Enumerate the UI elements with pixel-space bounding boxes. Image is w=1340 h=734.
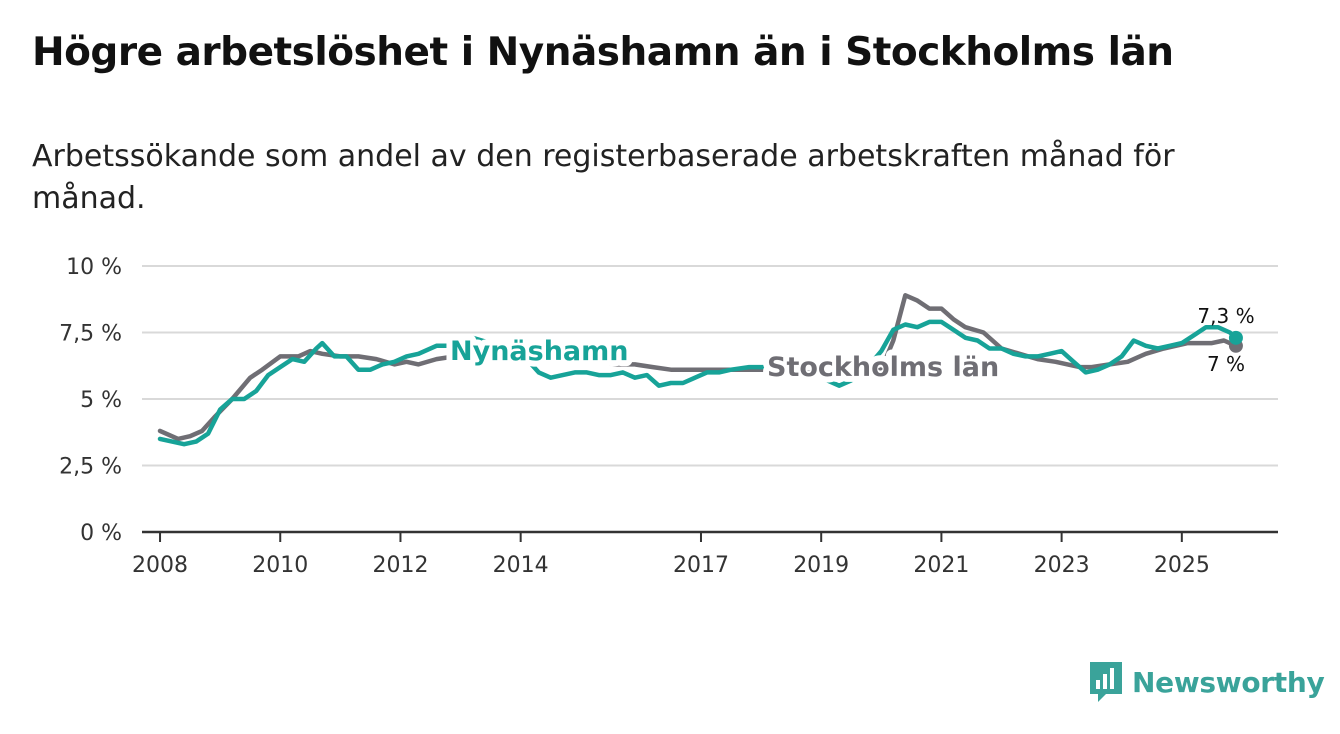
x-tick-label: 2008 — [132, 553, 188, 578]
label-nynashamn: Nynäshamn — [450, 336, 629, 367]
y-axis-ticks: 0 % 2,5 % 5 % 7,5 % 10 % — [59, 255, 122, 546]
x-tick-label: 2023 — [1034, 553, 1090, 578]
end-dot-nynashamn — [1228, 330, 1243, 345]
brand-name: Newsworthy — [1132, 665, 1325, 699]
series-labels: Nynäshamn Stockholms län 7,3 % 7 % — [444, 304, 1255, 389]
y-tick-label: 10 % — [66, 255, 122, 280]
gridlines — [142, 265, 1278, 467]
chart-title: Högre arbetslöshet i Nynäshamn än i Stoc… — [32, 30, 1174, 75]
y-tick-label: 5 % — [80, 388, 122, 413]
end-value-nynashamn: 7,3 % — [1197, 304, 1254, 328]
x-tick-label: 2010 — [252, 553, 308, 578]
x-tick-label: 2014 — [493, 553, 549, 578]
x-tick-label: 2019 — [793, 553, 849, 578]
newsworthy-logo-icon — [1090, 662, 1122, 702]
series-line-nynashamn — [157, 319, 1239, 447]
x-axis: 2008 2010 2012 2014 2017 2019 2021 2023 2025 — [132, 530, 1278, 578]
chart-subtitle: Arbetssökande som andel av den registerb… — [32, 139, 1175, 216]
series-line-stockholm — [157, 293, 1239, 442]
label-stockholm: Stockholms län — [767, 352, 999, 383]
brand-logo: Newsworthy — [1088, 660, 1325, 704]
y-tick-label: 2,5 % — [59, 455, 122, 480]
series-lines — [157, 293, 1239, 447]
end-value-stockholm: 7 % — [1207, 352, 1245, 376]
y-tick-label: 7,5 % — [59, 322, 122, 347]
x-tick-label: 2025 — [1154, 553, 1210, 578]
y-tick-label: 0 % — [80, 521, 122, 546]
x-tick-label: 2021 — [913, 553, 969, 578]
x-tick-label: 2017 — [673, 553, 729, 578]
x-tick-label: 2012 — [372, 553, 428, 578]
